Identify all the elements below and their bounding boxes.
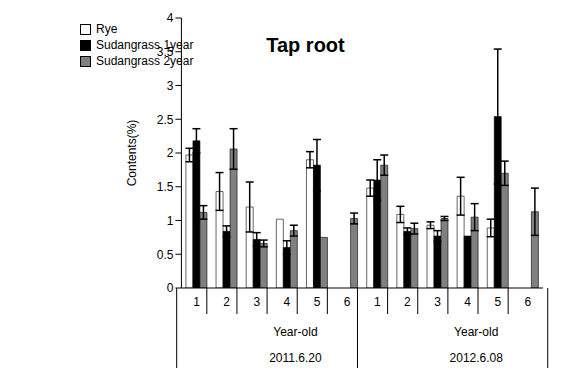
svg-text:1: 1 <box>374 295 381 309</box>
svg-text:1: 1 <box>193 295 200 309</box>
svg-text:Contents(%): Contents(%) <box>125 120 139 187</box>
svg-text:2011.6.20: 2011.6.20 <box>269 351 322 365</box>
svg-text:0.5: 0.5 <box>157 248 174 262</box>
svg-text:6: 6 <box>344 295 351 309</box>
svg-text:2012.6.08: 2012.6.08 <box>450 351 504 365</box>
svg-text:2: 2 <box>404 295 411 309</box>
svg-text:1: 1 <box>167 214 174 228</box>
svg-text:5: 5 <box>494 295 501 309</box>
svg-text:4: 4 <box>167 11 174 25</box>
svg-text:3: 3 <box>434 295 441 309</box>
svg-text:2.5: 2.5 <box>157 113 174 127</box>
svg-text:2: 2 <box>223 295 230 309</box>
svg-text:2: 2 <box>167 146 174 160</box>
svg-text:4: 4 <box>464 295 471 309</box>
svg-text:Year-old: Year-old <box>273 325 317 339</box>
svg-text:5: 5 <box>314 295 321 309</box>
svg-text:3: 3 <box>253 295 260 309</box>
svg-text:4: 4 <box>284 295 291 309</box>
svg-text:6: 6 <box>525 295 532 309</box>
svg-text:1.5: 1.5 <box>157 180 174 194</box>
svg-text:3: 3 <box>167 79 174 93</box>
svg-text:Year-old: Year-old <box>454 325 498 339</box>
svg-text:3.5: 3.5 <box>157 45 174 59</box>
svg-text:0: 0 <box>167 281 174 295</box>
